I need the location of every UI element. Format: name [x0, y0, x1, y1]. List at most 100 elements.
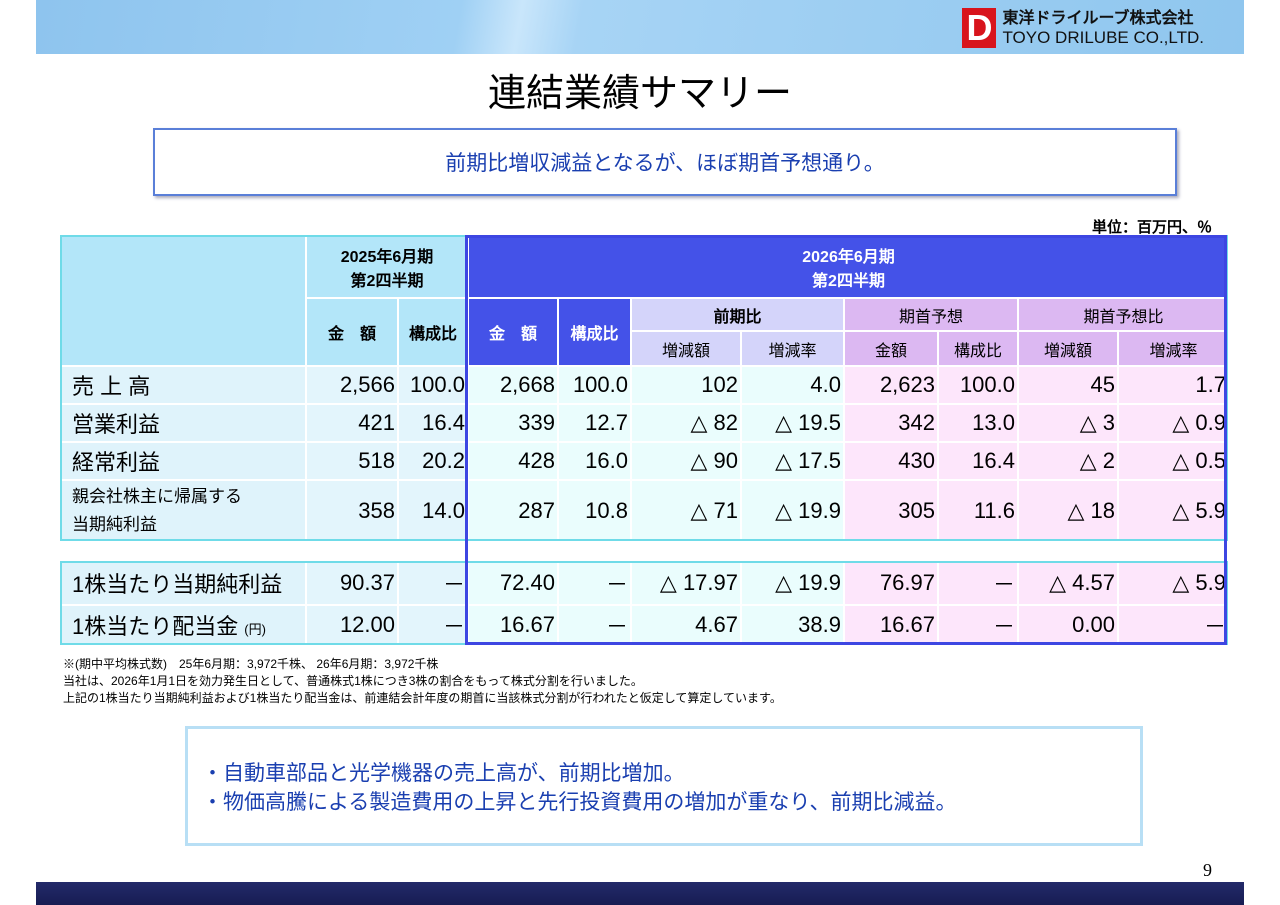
table-cell: 430: [843, 441, 939, 481]
table-cell: 14.0: [397, 479, 469, 543]
table-spacer: [60, 541, 1230, 561]
table-cell: 4.67: [630, 604, 742, 645]
table-cell: △ 17.97: [630, 559, 742, 606]
company-logo: D 東洋ドライルーブ株式会社 TOYO DRILUBE CO.,LTD.: [962, 8, 1204, 48]
header-vsf-change: 増減額: [1017, 330, 1119, 367]
header-corner: [60, 235, 307, 367]
header-yoy-rate: 増減率: [740, 330, 845, 367]
table-cell: 16.67: [843, 604, 939, 645]
table-cell: 12.7: [557, 403, 632, 443]
table-cell: －: [937, 604, 1019, 645]
table-cell: 339: [467, 403, 559, 443]
table-cell: 0.00: [1017, 604, 1119, 645]
table-cell: 100.0: [397, 365, 469, 405]
table-cell: △ 4.57: [1017, 559, 1119, 606]
table-cell: 4.0: [740, 365, 845, 405]
table-cell: －: [557, 559, 632, 606]
header-forecast-ratio: 構成比: [937, 330, 1019, 367]
header-curr-ratio: 構成比: [557, 297, 632, 367]
table-row: 1株当たり当期純利益 90.37 － 72.40 － △ 17.97 △ 19.9 76.97…: [60, 559, 1230, 606]
summary-box: ・自動車部品と光学機器の売上高が、前期比増加。 ・物価高騰による製造費用の上昇と…: [185, 726, 1143, 846]
summary-point: ・自動車部品と光学機器の売上高が、前期比増加。: [202, 761, 685, 785]
table-cell: －: [397, 559, 469, 606]
footnote: 上記の1株当たり当期純利益および1株当たり配当金は、前連結会計年度の期首に当該株…: [63, 691, 782, 705]
table-cell: 16.4: [397, 403, 469, 443]
row-label: 1株当たり配当金 (円): [60, 604, 307, 645]
table-cell: △ 82: [630, 403, 742, 443]
header-period-prev: 2025年6月期 第2四半期: [305, 235, 469, 299]
table-cell: 16.0: [557, 441, 632, 481]
table-cell: 90.37: [305, 559, 399, 606]
row-label: 親会社株主に帰属する 当期純利益: [60, 479, 307, 543]
table-cell: 342: [843, 403, 939, 443]
table-row: 経常利益 518 20.2 428 16.0 △ 90 △ 17.5 430 16.4 △ 2 △ …: [60, 441, 1230, 481]
table-cell: △ 18: [1017, 479, 1119, 543]
company-name-en: TOYO DRILUBE CO.,LTD.: [1002, 28, 1204, 47]
table-cell: △ 0.9: [1117, 403, 1230, 443]
row-label: 1株当たり当期純利益: [60, 559, 307, 606]
logo-mark: D: [962, 8, 997, 48]
table-row: 営業利益 421 16.4 339 12.7 △ 82 △ 19.5 342 13.0 △ 3 △ …: [60, 403, 1230, 443]
header-vs-forecast: 期首予想比: [1017, 297, 1230, 332]
table-cell: －: [557, 604, 632, 645]
table-row: 売 上 高 2,566 100.0 2,668 100.0 102 4.0 2,623 100.…: [60, 365, 1230, 405]
row-label: 売 上 高: [60, 365, 307, 405]
summary-point: ・物価高騰による製造費用の上昇と先行投資費用の増加が重なり、前期比減益。: [202, 790, 957, 814]
header-forecast: 期首予想: [843, 297, 1019, 332]
table-cell: 1.7: [1117, 365, 1230, 405]
table-cell: △ 90: [630, 441, 742, 481]
table-cell: 421: [305, 403, 399, 443]
table-cell: －: [397, 604, 469, 645]
table-cell: 518: [305, 441, 399, 481]
table-row: 1株当たり配当金 (円) 12.00 － 16.67 － 4.67 38.9 16.67 － 0.0…: [60, 604, 1230, 645]
header-period-curr: 2026年6月期 第2四半期: [467, 235, 1230, 299]
table-cell: 2,566: [305, 365, 399, 405]
table-cell: 45: [1017, 365, 1119, 405]
header-prev-ratio: 構成比: [397, 297, 469, 367]
table-cell: △ 71: [630, 479, 742, 543]
headline-box: 前期比増収減益となるが、ほぼ期首予想通り。: [153, 128, 1177, 196]
table-cell: △ 5.9: [1117, 559, 1230, 606]
table-cell: 102: [630, 365, 742, 405]
table-cell: 13.0: [937, 403, 1019, 443]
footer-bar: [36, 882, 1244, 905]
summary-table: 2025年6月期 第2四半期 2026年6月期 第2四半期 金 額 構成比 金 額 …: [60, 235, 1230, 645]
table-cell: 100.0: [557, 365, 632, 405]
page-title: 連結業績サマリー: [487, 71, 792, 115]
table-cell: 287: [467, 479, 559, 543]
table-cell: 72.40: [467, 559, 559, 606]
table-cell: 12.00: [305, 604, 399, 645]
unit-label: 単位：百万円、％: [1091, 218, 1212, 236]
table-cell: △ 0.5: [1117, 441, 1230, 481]
header-vsf-rate: 増減率: [1117, 330, 1230, 367]
table-cell: △ 3: [1017, 403, 1119, 443]
footnote: 当社は、2026年1月1日を効力発生日として、普通株式1株につき3株の割合をもっ…: [63, 674, 643, 688]
table-cell: 358: [305, 479, 399, 543]
row-label: 経常利益: [60, 441, 307, 481]
header-prev-amount: 金 額: [305, 297, 399, 367]
row-label: 営業利益: [60, 403, 307, 443]
table-cell: △ 19.9: [740, 559, 845, 606]
footnote: ※(期中平均株式数) 25年6月期：3,972千株、 26年6月期：3,972千…: [63, 657, 439, 671]
page-number: 9: [1203, 860, 1212, 880]
table-cell: 16.67: [467, 604, 559, 645]
header-yoy: 前期比: [630, 297, 845, 332]
table-cell: △ 17.5: [740, 441, 845, 481]
header-yoy-change: 増減額: [630, 330, 742, 367]
table-cell: 305: [843, 479, 939, 543]
table-cell: 16.4: [937, 441, 1019, 481]
table-cell: －: [1117, 604, 1230, 645]
header-banner: D 東洋ドライルーブ株式会社 TOYO DRILUBE CO.,LTD.: [36, 0, 1244, 54]
table-row: 親会社株主に帰属する 当期純利益 358 14.0 287 10.8 △ 71 △ 19.9 3…: [60, 479, 1230, 543]
footnotes: ※(期中平均株式数) 25年6月期：3,972千株、 26年6月期：3,972千…: [63, 656, 782, 707]
table-cell: 2,623: [843, 365, 939, 405]
table-cell: 11.6: [937, 479, 1019, 543]
table-cell: 428: [467, 441, 559, 481]
table-cell: △ 5.9: [1117, 479, 1230, 543]
company-name-jp: 東洋ドライルーブ株式会社: [1002, 10, 1194, 27]
table-cell: 2,668: [467, 365, 559, 405]
table-cell: △ 19.5: [740, 403, 845, 443]
header-forecast-amount: 金額: [843, 330, 939, 367]
header-curr-amount: 金 額: [467, 297, 559, 367]
table-cell: 100.0: [937, 365, 1019, 405]
